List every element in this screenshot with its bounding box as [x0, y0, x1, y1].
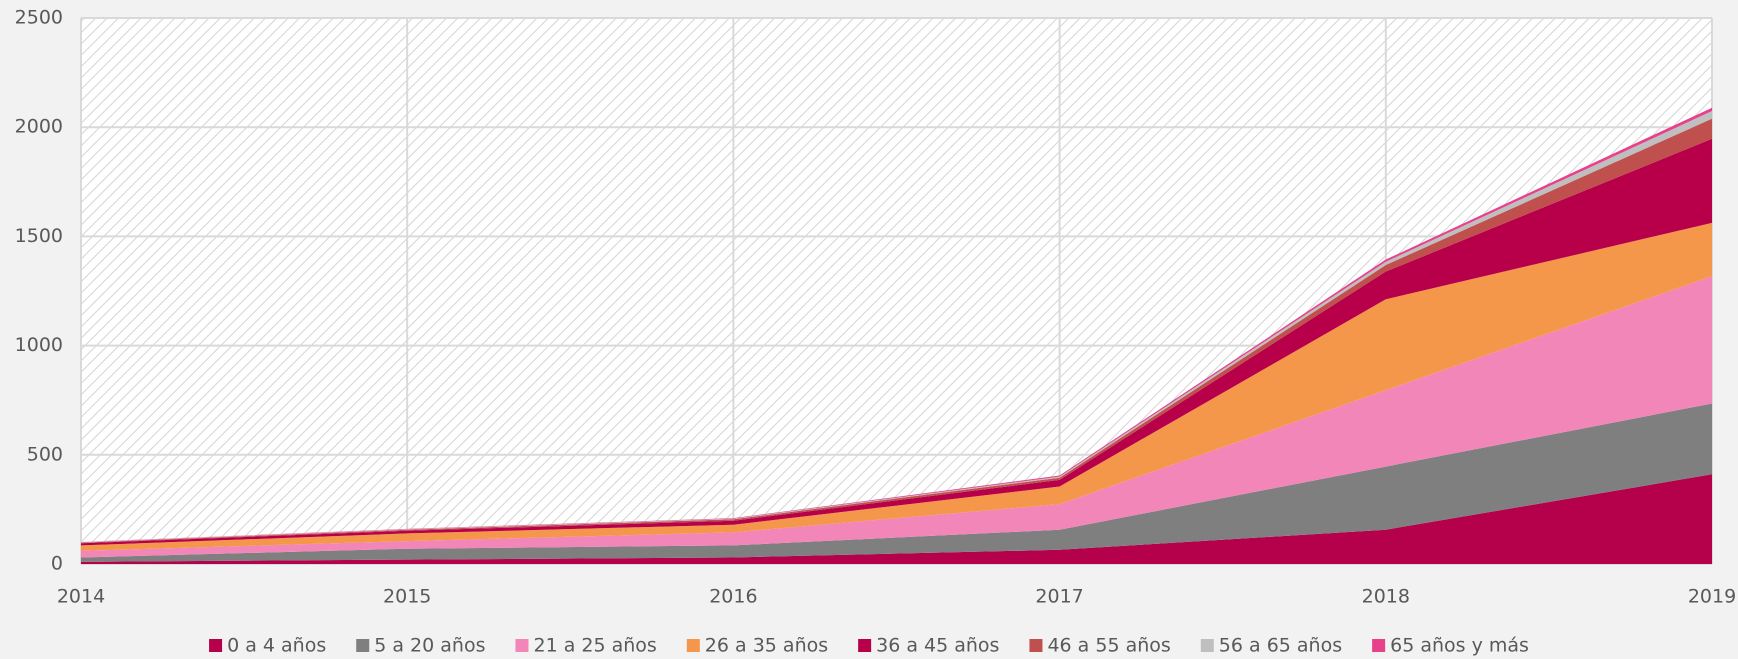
- area: [81, 276, 1712, 558]
- legend-swatch: [515, 639, 529, 652]
- legend-swatch: [1372, 639, 1386, 652]
- legend-item: 0 a 4 años: [209, 635, 326, 657]
- legend-label: 46 a 55 años: [1047, 635, 1170, 657]
- legend-label: 26 a 35 años: [705, 635, 828, 657]
- legend-label: 36 a 45 años: [876, 635, 999, 657]
- legend-swatch: [1200, 639, 1214, 652]
- y-tick-label: 1000: [15, 334, 63, 356]
- legend-label: 65 años y más: [1390, 635, 1529, 657]
- legend-item: 65 años y más: [1372, 635, 1529, 657]
- legend-label: 0 a 4 años: [227, 635, 326, 657]
- legend-swatch: [356, 639, 370, 652]
- x-tick-label: 2014: [57, 586, 105, 608]
- legend-swatch: [858, 639, 872, 652]
- legend-item: 26 a 35 años: [686, 635, 828, 657]
- area: [81, 474, 1712, 564]
- y-tick-label: 1500: [15, 225, 63, 247]
- legend-swatch: [1029, 639, 1043, 652]
- x-tick-label: 2016: [709, 586, 757, 608]
- y-tick-label: 0: [51, 553, 63, 575]
- y-tick-label: 2000: [15, 116, 63, 138]
- legend: 0 a 4 años 5 a 20 años 21 a 25 años 26 a 35…: [209, 635, 1529, 657]
- legend-label: 5 a 20 años: [374, 635, 485, 657]
- x-tick-label: 2015: [383, 586, 431, 608]
- legend-item: 36 a 45 años: [858, 635, 999, 657]
- labels: 0 500 1000 1500 2000 2500 2014 2015 2016 2017 2018…: [15, 7, 1737, 608]
- legend-label: 56 a 65 años: [1219, 635, 1342, 657]
- x-tick-label: 2017: [1035, 586, 1083, 608]
- x-tick-label: 2019: [1688, 586, 1736, 608]
- areas: [81, 107, 1712, 564]
- y-tick-label: 2500: [15, 7, 63, 29]
- area: [81, 222, 1712, 551]
- legend-swatch: [209, 639, 223, 652]
- area: [81, 403, 1712, 562]
- y-tick-label: 500: [27, 443, 63, 465]
- legend-swatch: [686, 639, 700, 652]
- x-tick-label: 2018: [1362, 586, 1410, 608]
- legend-label: 21 a 25 años: [533, 635, 656, 657]
- legend-item: 21 a 25 años: [515, 635, 657, 657]
- legend-item: 56 a 65 años: [1200, 635, 1342, 657]
- legend-item: 5 a 20 años: [356, 635, 485, 657]
- legend-item: 46 a 55 años: [1029, 635, 1171, 657]
